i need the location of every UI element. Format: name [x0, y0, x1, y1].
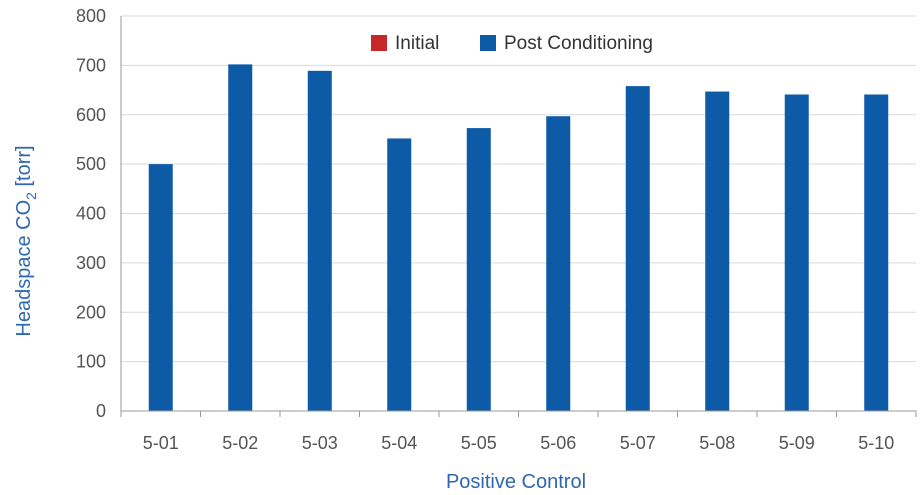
- x-tick-labels: 5-01 5-02 5-03 5-04 5-05 5-06 5-07 5-08 5-09 5-10: [143, 433, 895, 453]
- y-tick-labels: 0 100 200 300 400 500 600 700 800: [76, 6, 106, 421]
- y-tick-label: 200: [76, 302, 106, 322]
- bar: [307, 70, 332, 412]
- y-tick-label: 400: [76, 204, 106, 224]
- bar: [228, 64, 253, 411]
- x-tick-label: 5-05: [461, 433, 497, 453]
- y-axis-title-subscript: 2: [23, 192, 39, 200]
- y-axis-title-unit: [torr]: [13, 145, 35, 192]
- x-tick-label: 5-02: [222, 433, 258, 453]
- x-tick-label: 5-04: [381, 433, 417, 453]
- legend-label-post-conditioning: Post Conditioning: [504, 33, 653, 54]
- y-tick-label: 700: [76, 55, 106, 75]
- y-tick-label: 0: [96, 401, 106, 421]
- y-axis-title-main: Headspace CO: [13, 200, 35, 337]
- bar: [625, 86, 650, 412]
- x-tick-label: 5-10: [858, 433, 894, 453]
- y-tick-label: 600: [76, 105, 106, 125]
- bar: [784, 94, 809, 411]
- bar: [387, 138, 412, 411]
- x-tick-label: 5-01: [143, 433, 179, 453]
- y-tick-label: 300: [76, 253, 106, 273]
- x-tick-label: 5-08: [699, 433, 735, 453]
- bar: [864, 94, 889, 411]
- y-tick-label: 800: [76, 6, 106, 26]
- x-axis: [120, 16, 917, 417]
- legend-label-initial: Initial: [395, 33, 439, 54]
- legend-swatch-post-conditioning: [480, 35, 496, 51]
- y-tick-label: 500: [76, 154, 106, 174]
- x-tick-label: 5-03: [302, 433, 338, 453]
- x-axis-title: Positive Control: [446, 471, 586, 493]
- bar: [466, 128, 491, 412]
- y-axis-title: Headspace CO2 [torr]: [13, 145, 39, 336]
- x-tick-label: 5-06: [540, 433, 576, 453]
- bar: [148, 164, 173, 411]
- x-tick-label: 5-09: [779, 433, 815, 453]
- bar: [705, 91, 730, 411]
- legend: Initial Post Conditioning: [371, 33, 653, 54]
- bar: [546, 116, 571, 411]
- x-tick-label: 5-07: [620, 433, 656, 453]
- bars: [148, 64, 889, 412]
- gridlines: [121, 15, 916, 363]
- legend-swatch-initial: [371, 35, 387, 51]
- y-tick-label: 100: [76, 352, 106, 372]
